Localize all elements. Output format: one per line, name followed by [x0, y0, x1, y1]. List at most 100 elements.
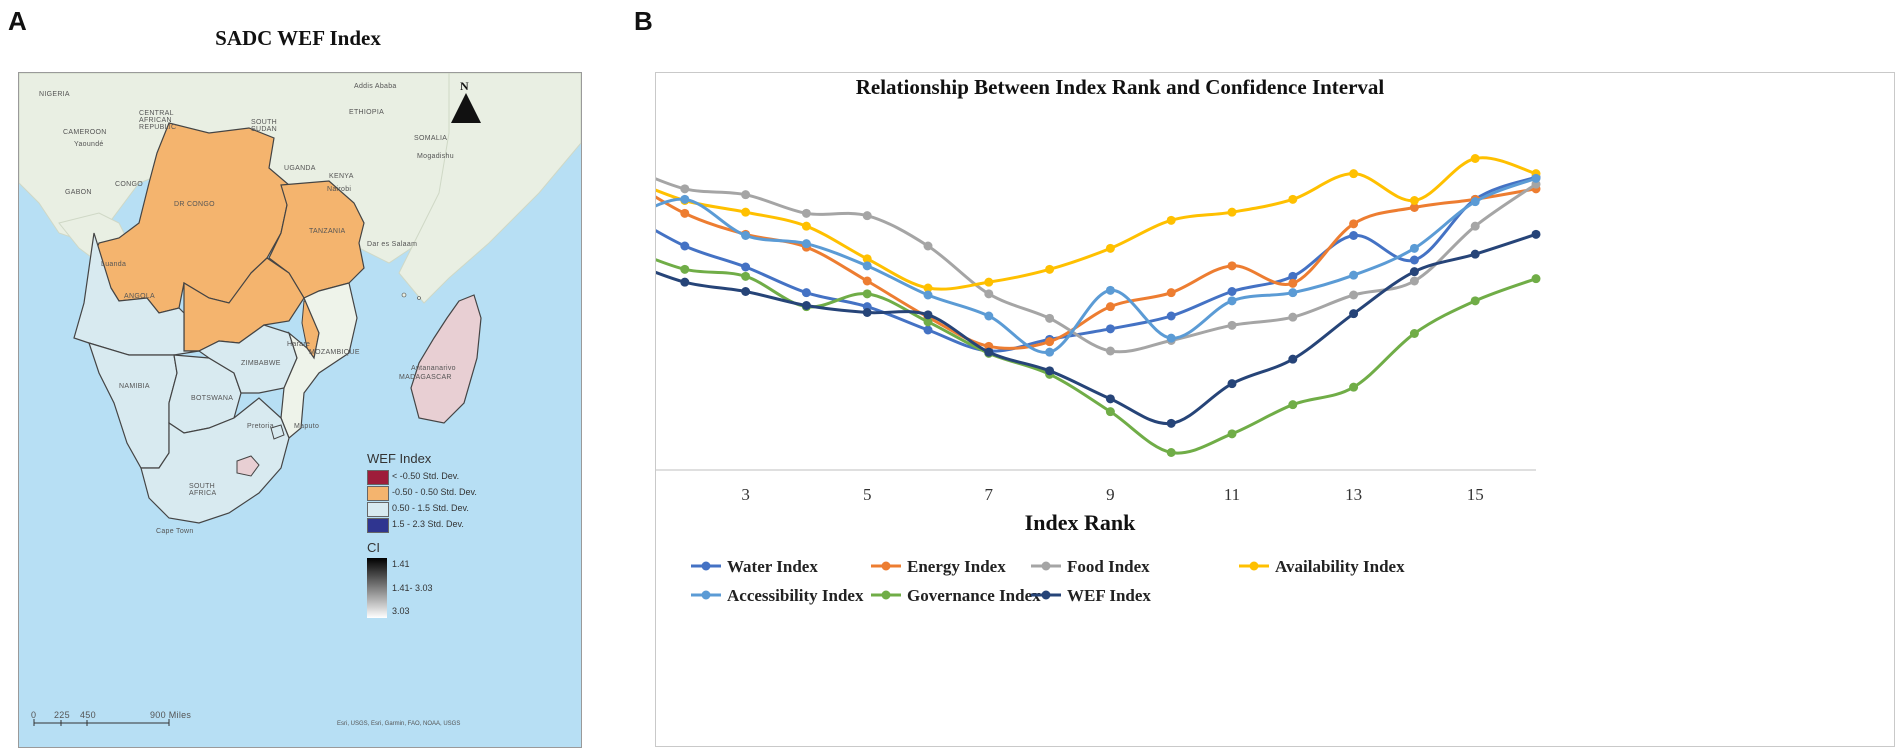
place-label: Cape Town — [156, 528, 194, 535]
data-point-availability-index — [1227, 207, 1237, 217]
data-point-accessibility-index — [680, 194, 690, 204]
region-namibia — [88, 342, 178, 469]
data-point-availability-index — [741, 207, 751, 217]
data-point-wef-index — [984, 347, 994, 357]
data-point-energy-index — [1409, 203, 1419, 212]
legend-marker-wef-index — [1041, 590, 1051, 600]
legend-swatch — [367, 502, 389, 517]
series-line-wef-index — [623, 232, 1537, 425]
data-point-water-index — [1166, 311, 1176, 321]
data-point-accessibility-index — [1166, 333, 1176, 343]
legend-title: WEF Index — [367, 451, 432, 466]
data-point-governance-index — [1166, 448, 1176, 457]
data-point-accessibility-index — [1105, 285, 1115, 295]
ci-legend-title: CI — [367, 540, 380, 555]
data-point-energy-index — [680, 208, 690, 218]
data-point-governance-index — [1288, 400, 1298, 410]
place-label: Yaoundé — [74, 141, 104, 148]
legend-swatch — [367, 470, 389, 485]
north-label: N — [460, 79, 469, 93]
data-point-energy-index — [1349, 219, 1359, 229]
data-point-energy-index — [862, 276, 872, 286]
data-point-water-index — [1105, 324, 1115, 334]
region-angola — [73, 232, 200, 356]
data-point-accessibility-index — [1045, 347, 1055, 357]
data-point-food-index — [741, 190, 751, 200]
data-point-wef-index — [1531, 229, 1541, 239]
data-point-water-index — [680, 241, 690, 251]
data-point-wef-index — [1288, 354, 1298, 364]
place-label: SOUTH AFRICA — [189, 483, 217, 497]
scale-label: 0 — [31, 710, 37, 720]
series-line-accessibility-index — [623, 176, 1537, 354]
data-point-availability-index — [1349, 169, 1359, 179]
place-label: CAMEROON — [63, 129, 107, 136]
panel-b-letter: B — [634, 6, 653, 36]
data-point-food-index — [1045, 313, 1055, 323]
legend-label-availability-index: Availability Index — [1275, 557, 1405, 576]
x-tick-label: 11 — [1224, 485, 1240, 504]
series-line-food-index — [623, 164, 1537, 354]
place-label: SOMALIA — [414, 135, 448, 142]
data-point-food-index — [984, 289, 994, 299]
place-label: Nairobi — [327, 186, 352, 193]
region-madagascar — [410, 294, 482, 424]
data-point-wef-index — [680, 277, 690, 287]
data-point-food-index — [1349, 290, 1359, 300]
legend-swatch — [367, 486, 389, 501]
data-point-accessibility-index — [1531, 173, 1541, 183]
legend-marker-water-index — [701, 561, 711, 571]
data-point-availability-index — [1470, 154, 1480, 163]
region-lesotho — [236, 455, 260, 477]
place-label: NAMIBIA — [119, 383, 150, 390]
data-point-food-index — [1288, 312, 1298, 322]
place-label: TANZANIA — [309, 228, 346, 235]
data-point-food-index — [1227, 320, 1237, 330]
legend-swatch — [367, 518, 389, 533]
place-label: ETHIOPIA — [349, 109, 385, 116]
scale-label: 900 Miles — [150, 710, 192, 720]
data-point-accessibility-index — [923, 290, 933, 300]
data-point-water-index — [923, 325, 933, 335]
data-point-energy-index — [1227, 261, 1237, 271]
data-point-accessibility-index — [1288, 288, 1298, 298]
place-label: BOTSWANA — [191, 395, 234, 402]
data-point-energy-index — [1166, 288, 1176, 298]
ci-gradient-ramp — [367, 558, 387, 618]
data-point-food-index — [1470, 221, 1480, 231]
data-point-wef-index — [1166, 418, 1176, 428]
place-label: KENYA — [329, 173, 354, 180]
data-point-food-index — [923, 241, 933, 251]
place-label: Luanda — [101, 261, 127, 268]
data-point-governance-index — [1227, 429, 1237, 439]
scale-label: 450 — [80, 710, 96, 720]
data-point-accessibility-index — [801, 239, 811, 249]
data-point-wef-index — [923, 310, 933, 320]
place-label: ANGOLA — [124, 293, 155, 300]
legend-marker-energy-index — [881, 561, 891, 571]
ci-legend-label: 3.03 — [392, 606, 410, 616]
x-tick-label: 7 — [985, 485, 994, 504]
data-point-governance-index — [862, 289, 872, 299]
data-point-wef-index — [1045, 366, 1055, 376]
series-line-energy-index — [623, 175, 1537, 350]
north-arrow-icon — [451, 93, 481, 123]
place-label: ZIMBABWE — [241, 360, 281, 367]
legend-item: 1.5 - 2.3 Std. Dev. — [392, 519, 464, 529]
data-point-governance-index — [1531, 274, 1541, 284]
legend-label-wef-index: WEF Index — [1067, 586, 1151, 605]
legend-marker-availability-index — [1249, 561, 1259, 571]
legend-label-governance-index: Governance Index — [907, 586, 1041, 605]
data-point-water-index — [1227, 287, 1237, 296]
place-label: Mogadishu — [417, 153, 454, 160]
data-point-wef-index — [801, 301, 811, 310]
series-line-water-index — [623, 175, 1537, 353]
data-point-wef-index — [862, 308, 872, 317]
data-point-accessibility-index — [984, 311, 994, 321]
data-point-accessibility-index — [1470, 197, 1480, 207]
place-label: Addis Ababa — [354, 83, 397, 90]
legend-item: 0.50 - 1.5 Std. Dev. — [392, 503, 469, 513]
legend-marker-governance-index — [881, 590, 891, 600]
data-point-accessibility-index — [862, 261, 872, 271]
legend-label-accessibility-index: Accessibility Index — [727, 586, 864, 605]
